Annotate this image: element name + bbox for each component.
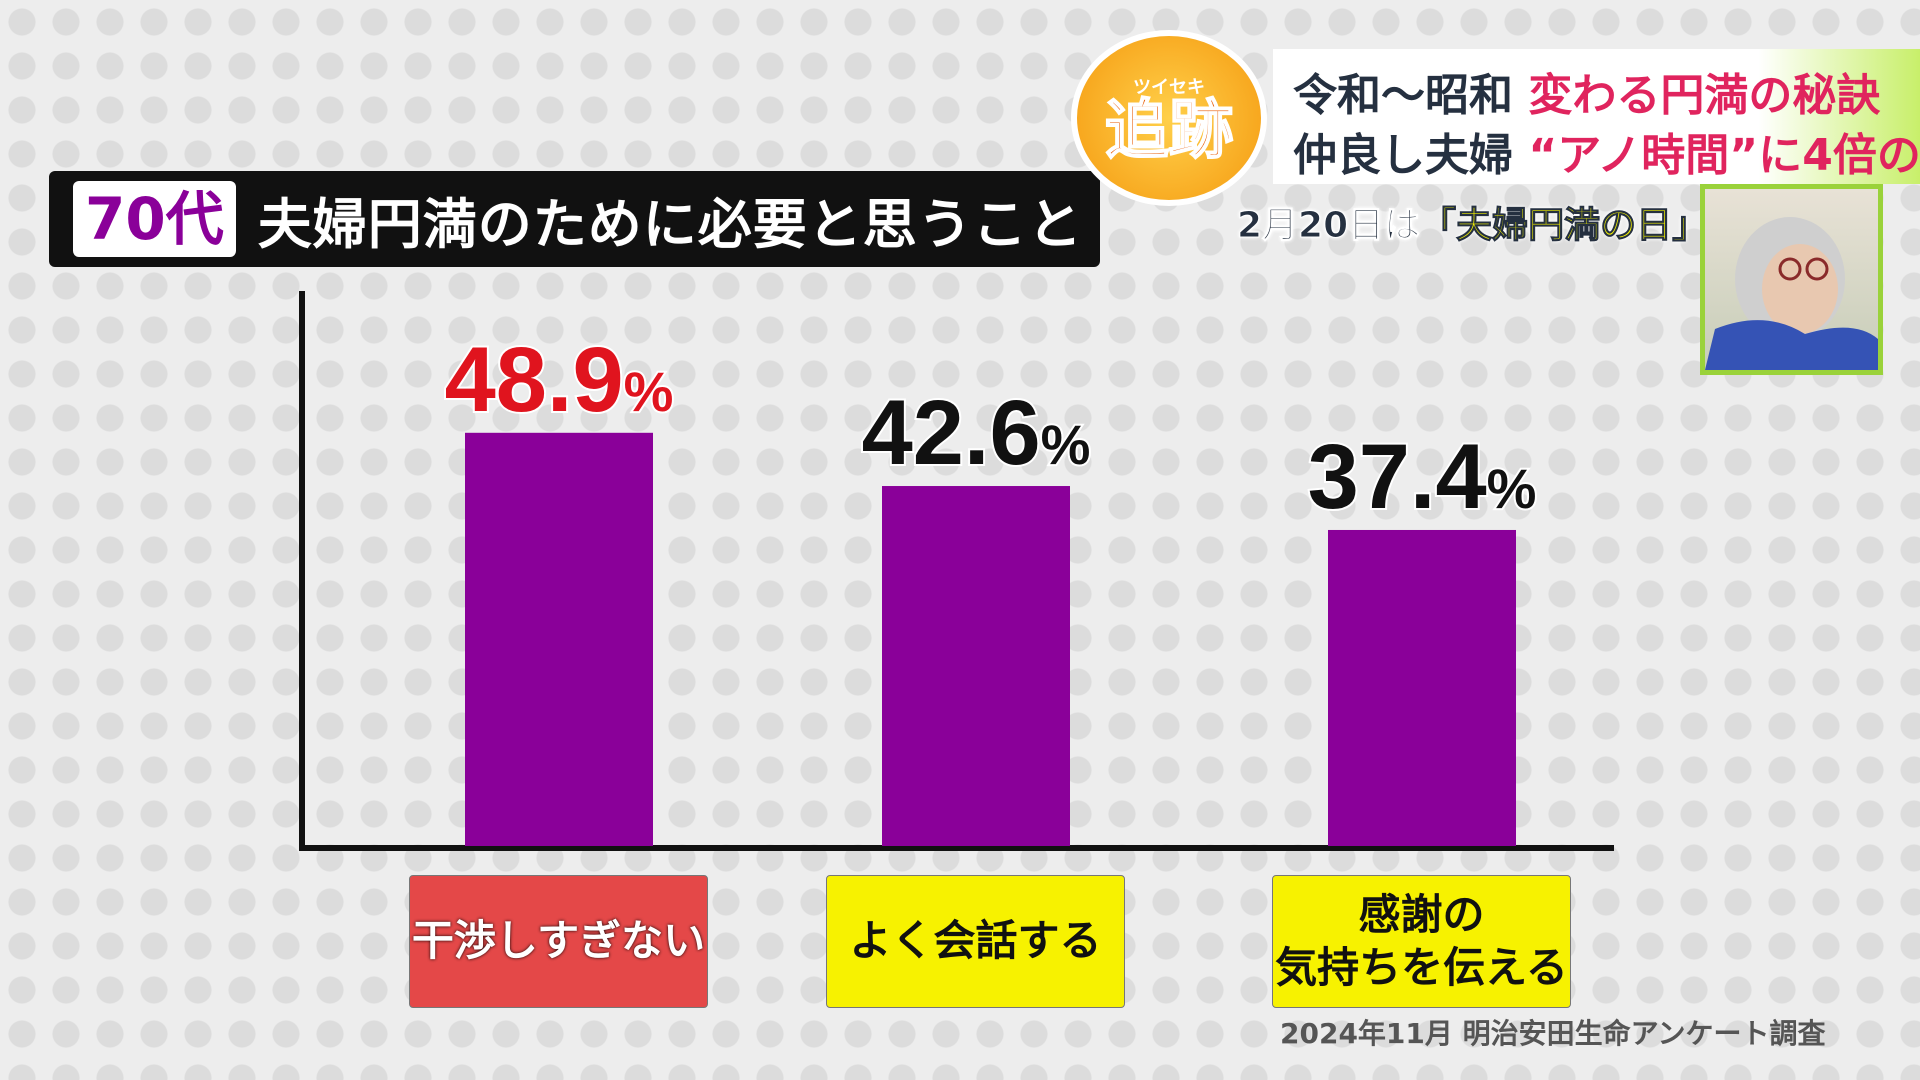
headline-1a: 令和〜昭和 <box>1293 70 1513 121</box>
value-label-1: 48.9% <box>445 329 674 431</box>
bar-3 <box>1328 529 1516 846</box>
source-note: 2024年11月 明治安田生命アンケート調査 <box>1280 1017 1826 1050</box>
age-badge: 70代 <box>73 181 236 257</box>
headline-1b: 変わる円満の秘訣 <box>1528 70 1881 121</box>
chart-title: 70代 夫婦円満のために必要と思うこと <box>49 171 1100 267</box>
title-text: 夫婦円満のために必要と思うこと <box>257 192 1083 256</box>
headline-2b: “アノ時間”に4倍の差!? <box>1528 130 1920 181</box>
date-text: 2月20日は <box>1236 205 1421 247</box>
date-caption: 2月20日は「夫婦円満の日」 <box>1236 196 1709 248</box>
logo-text: 追跡 <box>1104 94 1234 168</box>
guest-video-inset <box>1700 184 1883 375</box>
value-label-2: 42.6% <box>862 382 1091 484</box>
headline-banner: 令和〜昭和 変わる円満の秘訣 仲良し夫婦 “アノ時間”に4倍の差!? <box>1273 49 1920 184</box>
day-name: 「夫婦円満の日」 <box>1420 205 1709 247</box>
show-logo: ツイセキ 追跡 <box>1071 30 1267 206</box>
person-image <box>1705 217 1878 370</box>
bar-2 <box>882 486 1070 846</box>
headline-2a: 仲良し夫婦 <box>1293 130 1513 181</box>
category-label-1: 干渉しすぎない <box>409 875 708 1008</box>
bar-1 <box>465 432 653 846</box>
category-label-2: よく会話する <box>826 875 1125 1008</box>
value-label-3: 37.4% <box>1308 426 1537 528</box>
category-label-3: 感謝の 気持ちを伝える <box>1272 875 1571 1008</box>
logo-ruby: ツイセキ <box>1133 77 1205 98</box>
